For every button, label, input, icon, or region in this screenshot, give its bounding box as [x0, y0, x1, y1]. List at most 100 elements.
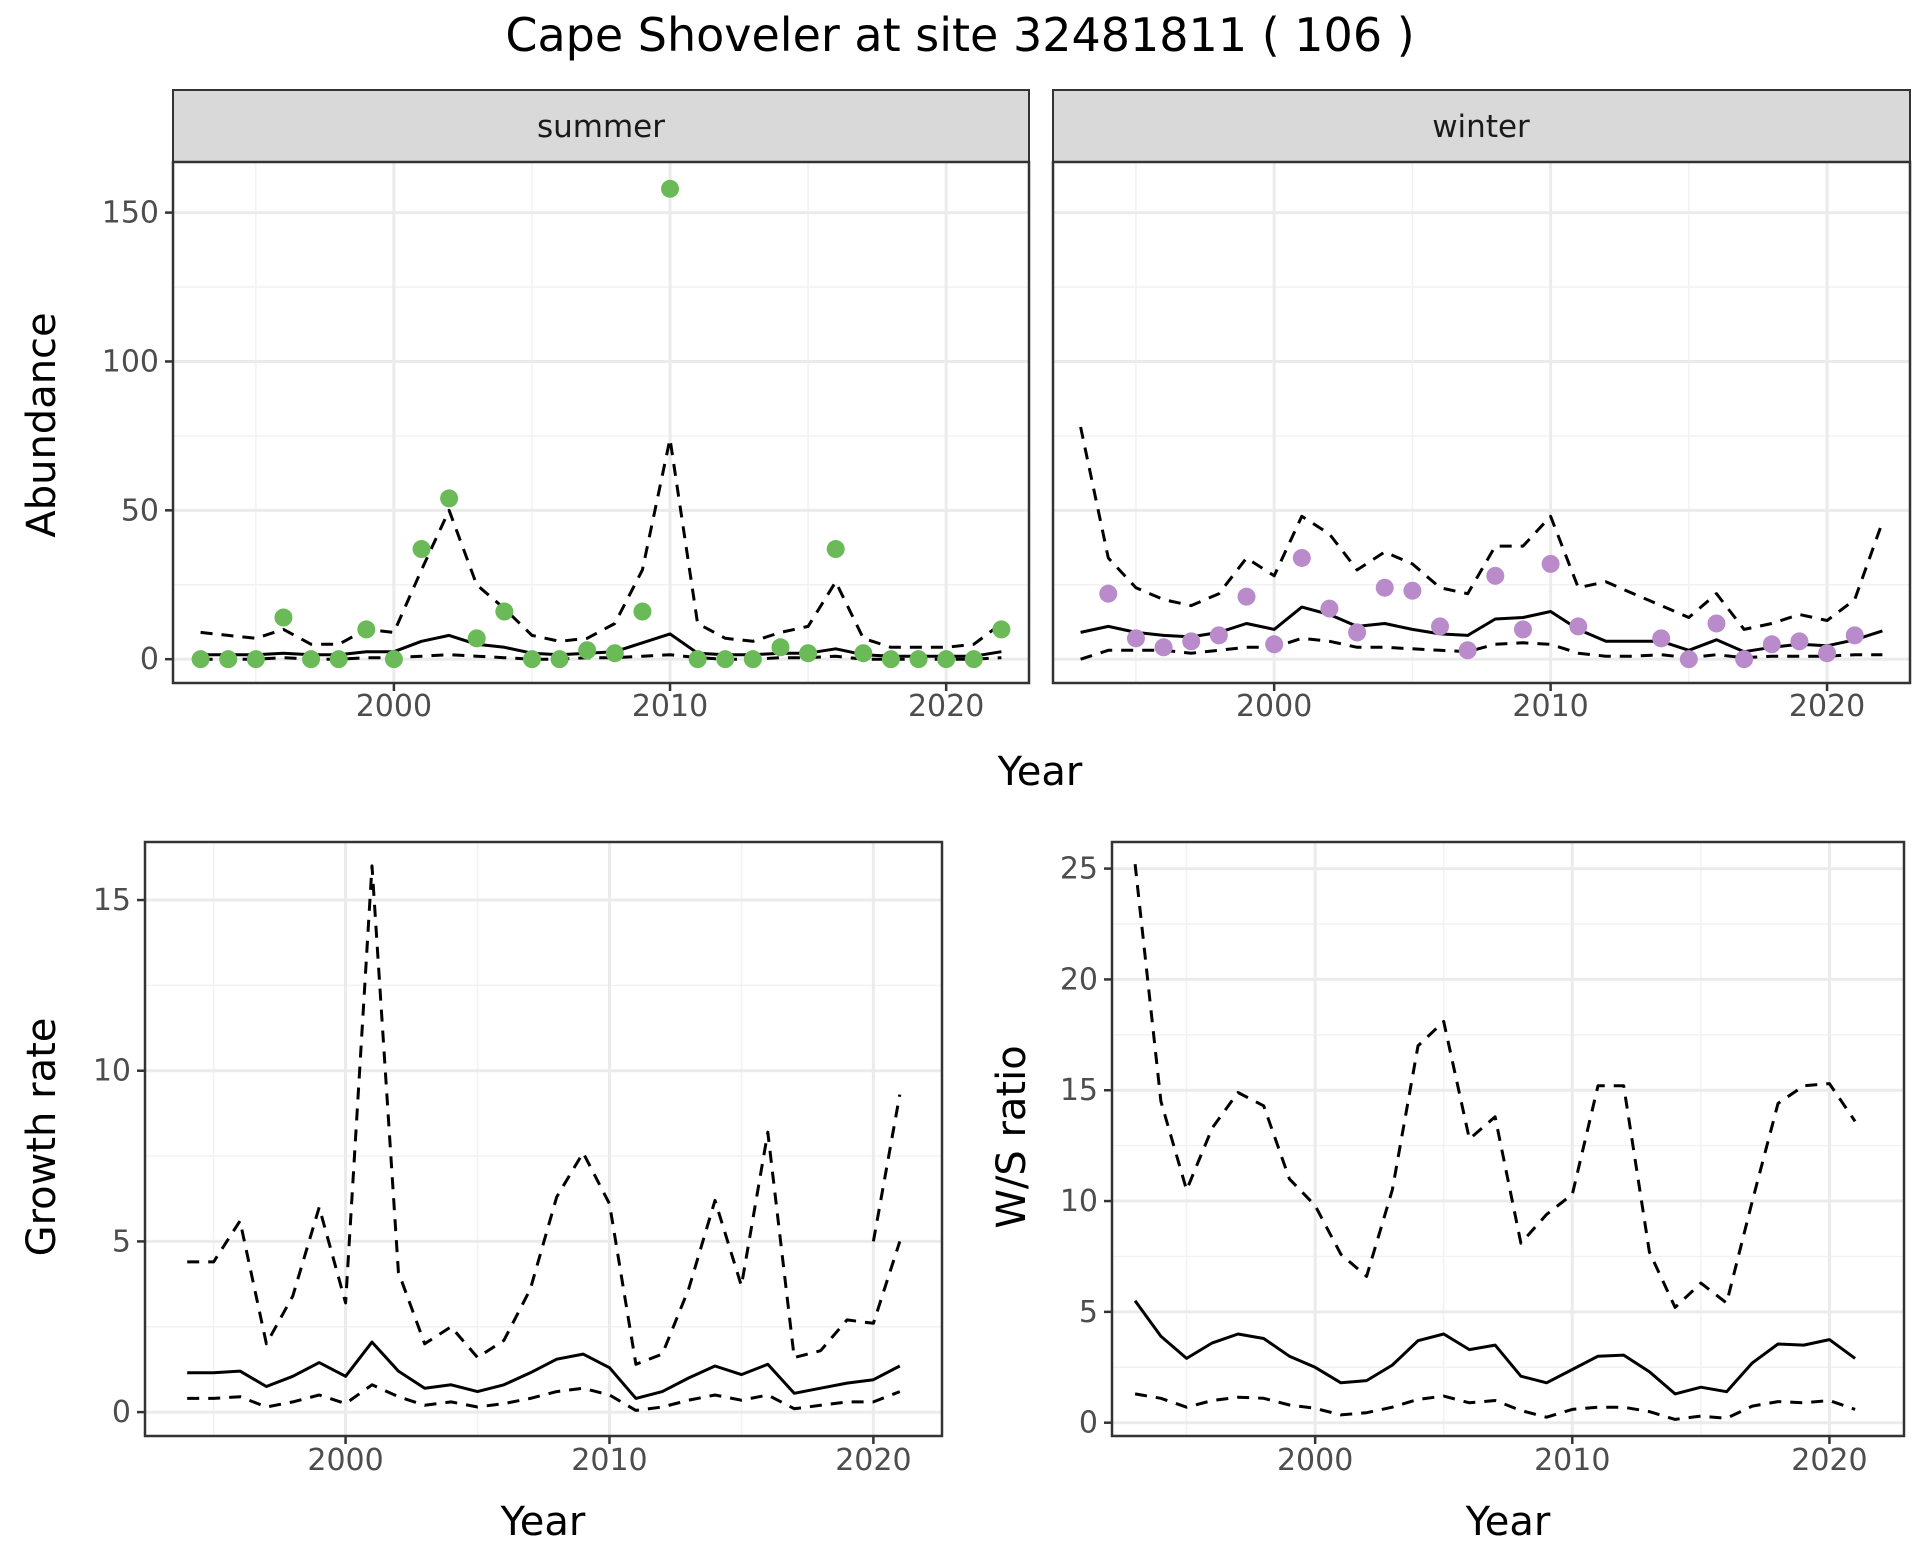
data-point — [1375, 578, 1394, 597]
x-tick-label: 2010 — [1512, 689, 1588, 724]
series-line-mean — [187, 1340, 901, 1400]
data-point — [771, 638, 790, 657]
data-point — [1182, 632, 1201, 651]
y-tick-label: 10 — [93, 1054, 131, 1089]
strip-winter-bg — [1052, 89, 1911, 163]
br-y-axis-title: W/S ratio — [989, 1045, 1035, 1228]
x-tick-label: 2000 — [356, 689, 432, 724]
y-tick-label: 25 — [1060, 852, 1098, 887]
data-point — [550, 650, 569, 669]
data-point — [1735, 650, 1754, 669]
data-point — [854, 644, 873, 663]
strip-label-summer: summer — [537, 109, 665, 145]
data-point — [1652, 629, 1671, 648]
data-point — [633, 602, 652, 621]
x-tick-label: 2010 — [632, 689, 708, 724]
y-tick-label: 100 — [102, 344, 159, 379]
panel-winter: 2000 2010 2020 — [1051, 160, 1912, 724]
x-tick-label: 2020 — [835, 1443, 911, 1478]
bl-y-axis-title: Growth rate — [19, 1018, 65, 1257]
data-point — [1348, 623, 1367, 642]
data-point — [578, 641, 597, 660]
y-tick-label: 15 — [93, 883, 131, 918]
data-point — [1541, 554, 1560, 573]
panel-border — [171, 160, 1031, 685]
data-point — [357, 620, 376, 639]
data-point — [743, 650, 762, 669]
y-tick-label: 15 — [1060, 1073, 1098, 1108]
top-x-axis-title: Year — [997, 749, 1083, 795]
panel-ws-ratio: 2000 2010 2020 0 5 10 15 20 25 — [1060, 840, 1906, 1478]
y-tick-label: 5 — [112, 1224, 131, 1259]
data-point — [1265, 635, 1284, 654]
data-point — [1292, 548, 1311, 567]
series-line-bound — [871, 1094, 902, 1242]
data-point — [1486, 566, 1505, 585]
data-point — [384, 650, 403, 669]
y-tick-label: 5 — [1079, 1295, 1098, 1330]
y-tick-label: 0 — [112, 1395, 131, 1430]
y-tick-label: 0 — [1079, 1406, 1098, 1441]
series-line-bound — [187, 864, 902, 1366]
panel-background — [1112, 842, 1904, 1436]
data-point — [467, 629, 486, 648]
series-line-mean — [1133, 1299, 1856, 1396]
panel-background — [145, 842, 942, 1436]
strip-summer-bg — [172, 89, 1030, 163]
top-y-axis-title: Abundance — [19, 312, 65, 537]
panel-background — [1053, 162, 1910, 683]
data-point — [964, 650, 983, 669]
y-tick-label: 150 — [102, 196, 159, 231]
data-point — [909, 650, 928, 669]
chart-title: Cape Shoveler at site 32481811 ( 106 ) — [505, 8, 1415, 62]
x-tick-label: 2020 — [1789, 689, 1865, 724]
panel-background — [173, 162, 1029, 683]
x-tick-label: 2000 — [1277, 1443, 1353, 1478]
data-point — [1320, 599, 1339, 618]
data-point — [522, 650, 541, 669]
data-point — [799, 644, 818, 663]
data-point — [661, 179, 680, 198]
data-point — [1762, 635, 1781, 654]
data-point — [1513, 620, 1532, 639]
panel-growth-rate: 2000 2010 2020 0 5 10 15 — [93, 840, 944, 1478]
data-point — [1237, 587, 1256, 606]
series-line-bound — [1134, 1392, 1856, 1421]
series-line-bound — [187, 1383, 901, 1412]
data-point — [274, 608, 293, 627]
data-point — [1099, 584, 1118, 603]
br-x-axis-title: Year — [1465, 1499, 1551, 1545]
panel-border — [1051, 160, 1912, 685]
data-point — [1569, 617, 1588, 636]
data-point — [302, 650, 321, 669]
panel-border — [1110, 840, 1906, 1438]
data-point — [937, 650, 956, 669]
data-point — [246, 650, 265, 669]
data-point — [1790, 632, 1809, 651]
y-tick-label: 0 — [140, 642, 159, 677]
data-point — [1431, 617, 1450, 636]
data-point — [1845, 626, 1864, 645]
y-tick-label: 10 — [1060, 1184, 1098, 1219]
data-point — [1403, 581, 1422, 600]
series-line-bound — [1079, 426, 1884, 631]
data-point — [440, 489, 459, 508]
x-tick-label: 2020 — [908, 689, 984, 724]
x-tick-label: 2010 — [1534, 1443, 1610, 1478]
data-point — [219, 650, 238, 669]
data-point — [1679, 650, 1698, 669]
x-tick-label: 2000 — [1236, 689, 1312, 724]
data-point — [1209, 626, 1228, 645]
data-point — [688, 650, 707, 669]
data-point — [605, 644, 624, 663]
bl-x-axis-title: Year — [500, 1499, 586, 1545]
data-point — [412, 540, 431, 559]
panel-summer: 2000 2010 2020 0 50 100 150 — [102, 160, 1031, 724]
y-tick-label: 20 — [1060, 962, 1098, 997]
x-tick-label: 2020 — [1791, 1443, 1867, 1478]
data-point — [992, 620, 1011, 639]
x-tick-label: 2010 — [571, 1443, 647, 1478]
data-point — [1707, 614, 1726, 633]
